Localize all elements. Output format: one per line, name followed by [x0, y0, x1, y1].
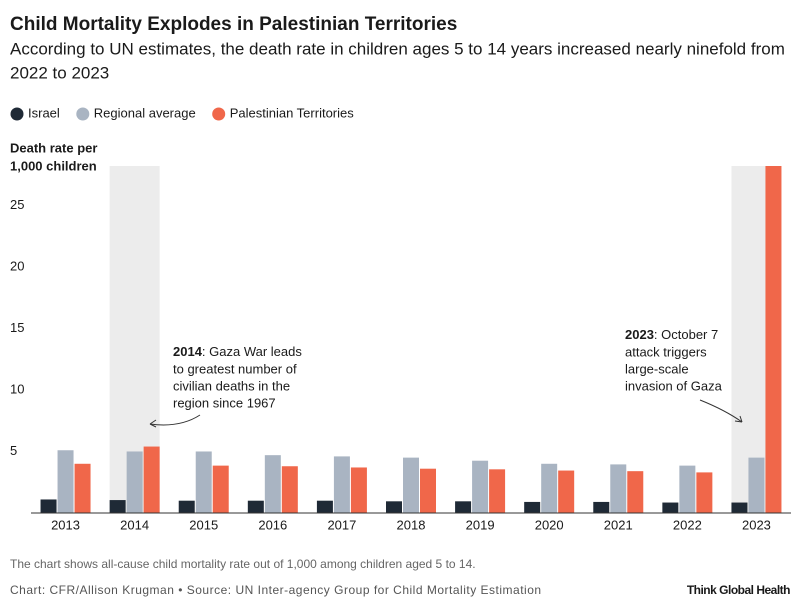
chart-title: Child Mortality Explodes in Palestinian …: [10, 14, 457, 35]
x-tick-label: 2017: [327, 517, 356, 532]
annotation-arrow: [699, 399, 743, 423]
bar: [765, 166, 782, 513]
annotation-arrow: [149, 414, 201, 426]
y-tick-label: 5: [10, 443, 17, 458]
annotation-bold: 2014: [173, 344, 203, 359]
bar: [316, 500, 333, 513]
x-tick-label: 2022: [673, 517, 702, 532]
y-tick-label: 25: [10, 197, 24, 212]
chart-subtitle: 2022 to 2023: [10, 63, 109, 82]
bar: [247, 500, 264, 513]
annotation: region since 1967: [173, 395, 276, 410]
bar: [696, 472, 713, 513]
bar: [420, 468, 436, 513]
bar: [524, 501, 541, 513]
annotation-text: : Gaza War leads: [202, 344, 302, 359]
bar: [333, 456, 350, 513]
bar: [143, 446, 160, 513]
annotation: to greatest number of: [173, 361, 297, 376]
legend-label: Regional average: [94, 105, 196, 120]
bar: [403, 457, 419, 513]
bar: [610, 464, 627, 513]
annotation-arrow-head: [734, 415, 743, 423]
bar: [679, 465, 696, 513]
y-tick-label: 20: [10, 258, 24, 273]
x-tick-label: 2013: [51, 517, 80, 532]
legend-swatch: [212, 107, 226, 121]
bar: [350, 467, 367, 513]
bar: [731, 502, 748, 513]
x-tick-label: 2021: [604, 517, 633, 532]
x-tick-label: 2014: [120, 517, 149, 532]
annotation: 2014: Gaza War leads: [173, 344, 302, 359]
bar: [627, 471, 644, 513]
bar: [386, 501, 402, 513]
legend-swatch: [10, 107, 24, 121]
bar: [212, 465, 229, 513]
y-tick-label: 10: [10, 381, 24, 396]
source: Chart: CFR/Allison Krugman • Source: UN …: [10, 583, 542, 597]
x-tick-label: 2023: [742, 517, 771, 532]
bar: [281, 466, 298, 513]
y-axis-label: Death rate per: [10, 140, 97, 155]
bar: [264, 455, 281, 513]
y-tick-label: 15: [10, 320, 24, 335]
bar: [662, 502, 679, 513]
legend-swatch: [76, 107, 90, 121]
bar: [489, 469, 506, 513]
chart-subtitle: According to UN estimates, the death rat…: [10, 39, 785, 58]
annotation-arrow-head: [149, 419, 157, 428]
x-tick-label: 2020: [535, 517, 564, 532]
annotation-bold: 2023: [625, 327, 654, 342]
bar: [40, 499, 57, 513]
bar: [126, 451, 143, 513]
plot-area: Israel Regional average Palestinian Territ…: [10, 105, 791, 532]
annotation-text: : October 7: [654, 327, 718, 342]
annotation: 2023: October 7: [625, 327, 718, 342]
x-tick-label: 2018: [397, 517, 426, 532]
footnote: The chart shows all-cause child mortalit…: [10, 557, 476, 571]
bar: [472, 460, 489, 513]
bar: [57, 450, 74, 513]
bar: [593, 501, 610, 513]
x-tick-label: 2015: [189, 517, 218, 532]
y-axis-label: 1,000 children: [10, 158, 97, 173]
annotation: large-scale: [625, 361, 689, 376]
bar: [558, 470, 575, 513]
x-tick-label: 2016: [258, 517, 287, 532]
bar: [455, 501, 472, 513]
bar: [195, 451, 212, 513]
brand: Think Global Health: [687, 583, 790, 597]
bar: [178, 500, 195, 513]
legend-label: Israel: [28, 105, 60, 120]
bar: [541, 463, 558, 513]
x-tick-label: 2019: [466, 517, 495, 532]
annotation: civilian deaths in the: [173, 378, 290, 393]
bar: [109, 500, 126, 513]
bar: [74, 463, 91, 513]
bar: [748, 457, 765, 513]
annotation: invasion of Gaza: [625, 378, 723, 393]
annotation: attack triggers: [625, 344, 707, 359]
legend-label: Palestinian Territories: [230, 105, 355, 120]
